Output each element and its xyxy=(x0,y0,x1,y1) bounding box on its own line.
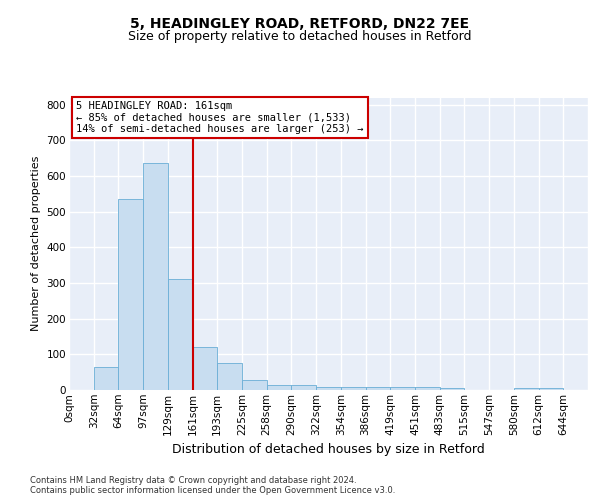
Bar xyxy=(440,388,464,390)
Bar xyxy=(365,387,390,390)
Y-axis label: Number of detached properties: Number of detached properties xyxy=(31,156,41,332)
Bar xyxy=(143,164,168,390)
Text: Contains HM Land Registry data © Crown copyright and database right 2024.
Contai: Contains HM Land Registry data © Crown c… xyxy=(30,476,395,495)
Bar xyxy=(514,388,539,390)
Bar xyxy=(341,387,365,390)
Bar xyxy=(242,380,267,390)
Bar xyxy=(193,347,217,390)
Text: 5, HEADINGLEY ROAD, RETFORD, DN22 7EE: 5, HEADINGLEY ROAD, RETFORD, DN22 7EE xyxy=(130,18,470,32)
Bar xyxy=(390,387,415,390)
Bar xyxy=(316,387,341,390)
Bar xyxy=(94,367,118,390)
Text: 5 HEADINGLEY ROAD: 161sqm
← 85% of detached houses are smaller (1,533)
14% of se: 5 HEADINGLEY ROAD: 161sqm ← 85% of detac… xyxy=(76,101,364,134)
Bar xyxy=(217,363,242,390)
Text: Size of property relative to detached houses in Retford: Size of property relative to detached ho… xyxy=(128,30,472,43)
Bar xyxy=(292,385,316,390)
Bar xyxy=(267,385,292,390)
Bar xyxy=(168,280,193,390)
Bar xyxy=(118,199,143,390)
Bar xyxy=(539,388,563,390)
Bar xyxy=(415,387,440,390)
X-axis label: Distribution of detached houses by size in Retford: Distribution of detached houses by size … xyxy=(172,443,485,456)
